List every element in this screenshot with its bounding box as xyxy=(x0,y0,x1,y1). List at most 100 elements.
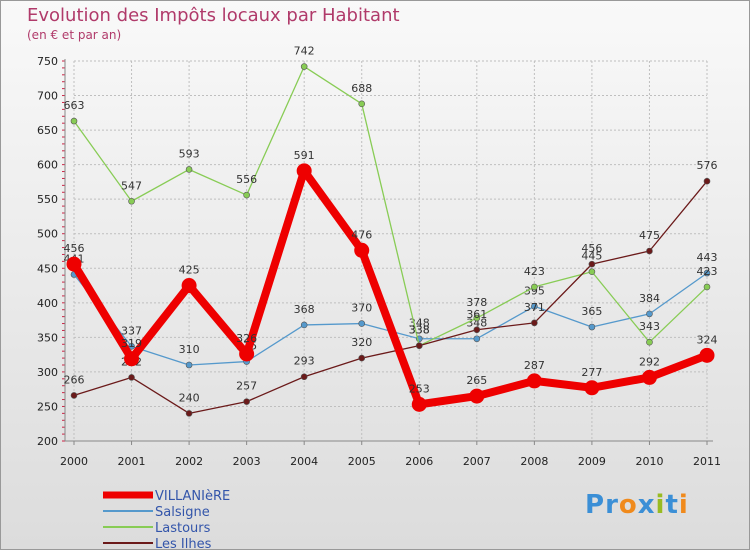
data-label: 423 xyxy=(697,265,718,278)
data-label: 663 xyxy=(64,99,85,112)
data-label: 240 xyxy=(179,391,200,404)
data-label: 253 xyxy=(409,382,430,395)
data-point xyxy=(588,323,596,331)
data-point xyxy=(124,351,140,367)
data-point xyxy=(699,347,715,363)
x-tick-label: 2011 xyxy=(693,455,721,468)
data-label: 365 xyxy=(581,305,602,318)
data-label: 343 xyxy=(639,320,660,333)
y-tick-label: 650 xyxy=(37,124,58,137)
data-point xyxy=(646,247,653,255)
logo-letter: P xyxy=(585,490,606,520)
data-point xyxy=(526,373,542,389)
x-tick-label: 2009 xyxy=(578,455,606,468)
data-point xyxy=(473,314,481,322)
data-label: 370 xyxy=(351,302,372,315)
data-point xyxy=(531,283,538,291)
y-tick-label: 450 xyxy=(37,262,58,275)
logo-letter: o xyxy=(618,490,638,520)
data-point xyxy=(128,197,135,205)
x-tick-label: 2007 xyxy=(463,455,491,468)
data-label: 265 xyxy=(466,374,487,387)
data-point xyxy=(66,256,82,272)
data-label: 338 xyxy=(409,324,430,337)
data-label: 547 xyxy=(121,179,142,192)
data-label: 378 xyxy=(466,296,487,309)
data-label: 423 xyxy=(524,265,545,278)
data-label: 319 xyxy=(121,337,142,350)
data-label: 456 xyxy=(64,242,85,255)
data-label: 556 xyxy=(236,173,257,186)
legend-label: VILLANIèRE xyxy=(155,489,230,504)
data-point xyxy=(588,260,596,268)
x-tick-label: 2006 xyxy=(405,455,433,468)
y-tick-label: 550 xyxy=(37,193,58,206)
data-point xyxy=(584,380,600,396)
data-point xyxy=(181,278,197,294)
data-point xyxy=(646,310,653,318)
data-point xyxy=(185,410,193,417)
data-label: 320 xyxy=(351,336,372,349)
legend-label: Salsigne xyxy=(155,505,210,520)
legend-label: Les Ilhes xyxy=(155,537,212,551)
data-label: 445 xyxy=(581,250,602,263)
data-point xyxy=(415,342,423,349)
y-tick-label: 300 xyxy=(37,366,58,379)
y-tick-label: 250 xyxy=(37,400,58,413)
data-label: 368 xyxy=(294,303,315,316)
y-tick-label: 500 xyxy=(37,228,58,241)
legend-label: Lastours xyxy=(155,521,211,536)
data-label: 371 xyxy=(524,301,545,314)
series-line xyxy=(73,180,708,415)
x-tick-label: 2010 xyxy=(635,455,663,468)
data-label: 742 xyxy=(294,45,315,58)
data-point xyxy=(411,396,427,412)
data-label: 266 xyxy=(64,373,85,386)
x-tick-label: 2004 xyxy=(290,455,318,468)
data-label: 476 xyxy=(351,228,372,241)
y-tick-label: 700 xyxy=(37,90,58,103)
data-point xyxy=(185,361,193,369)
data-point xyxy=(358,354,366,362)
data-label: 361 xyxy=(466,308,487,321)
data-point xyxy=(296,163,312,179)
data-label: 337 xyxy=(121,324,142,337)
data-point xyxy=(243,191,250,199)
data-label: 443 xyxy=(697,251,718,264)
data-point xyxy=(473,335,481,343)
logo-letter: r xyxy=(605,490,619,520)
x-tick-label: 2003 xyxy=(233,455,261,468)
logo-letter: i xyxy=(678,490,689,520)
logo-letter: i xyxy=(655,490,666,520)
data-label: 277 xyxy=(581,366,602,379)
data-point xyxy=(128,374,135,381)
data-label: 593 xyxy=(179,147,200,160)
data-point xyxy=(70,117,78,125)
data-point xyxy=(354,242,370,258)
y-tick-label: 400 xyxy=(37,297,58,310)
data-label: 310 xyxy=(179,343,200,356)
data-label: 326 xyxy=(236,332,257,345)
x-tick-label: 2005 xyxy=(348,455,376,468)
data-label: 591 xyxy=(294,149,315,162)
data-label: 395 xyxy=(524,284,545,297)
series-line xyxy=(70,166,711,409)
data-point xyxy=(70,392,78,399)
data-point xyxy=(588,268,596,276)
data-label: 576 xyxy=(697,159,718,172)
data-point xyxy=(703,177,711,185)
data-point xyxy=(469,388,485,404)
y-tick-label: 200 xyxy=(37,435,58,448)
series-line xyxy=(73,65,708,347)
data-label: 688 xyxy=(351,82,372,95)
data-point xyxy=(703,269,711,277)
series-les-ilhes: 266 292 240 257 293 320 338 361 371 456 475 576 xyxy=(64,159,718,417)
x-tick-label: 2008 xyxy=(520,455,548,468)
data-point xyxy=(531,319,538,327)
data-label: 348 xyxy=(409,317,430,330)
data-label: 257 xyxy=(236,380,257,393)
y-tick-label: 750 xyxy=(37,55,58,68)
data-label: 425 xyxy=(179,264,200,277)
